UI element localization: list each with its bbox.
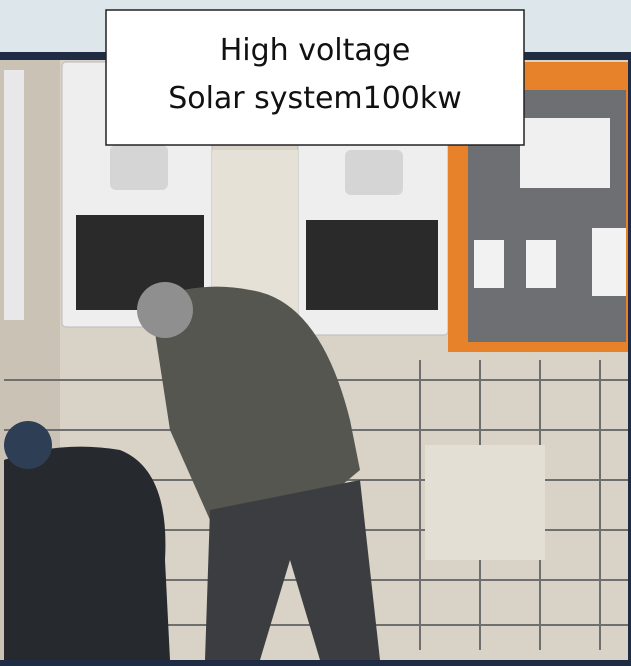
photo-scene: High voltage Solar system100kw: [0, 0, 631, 666]
inverter-wiring: [306, 220, 438, 310]
worker-hat: [137, 282, 193, 338]
breaker: [474, 240, 504, 288]
caption-box: [106, 10, 524, 145]
isolator: [520, 118, 610, 188]
caption-line: Solar system100kw: [168, 81, 462, 116]
breaker: [526, 240, 556, 288]
caption-line: High voltage: [220, 33, 411, 68]
page: High voltage Solar system100kw (() => { …: [0, 0, 631, 666]
worker-cap: [4, 421, 52, 469]
worker-jacket: [4, 447, 170, 660]
inverter-display: [345, 150, 403, 195]
inverter-display: [110, 145, 168, 190]
breaker: [592, 228, 626, 296]
wall-plate: [425, 445, 545, 560]
left-rack: [4, 70, 24, 320]
